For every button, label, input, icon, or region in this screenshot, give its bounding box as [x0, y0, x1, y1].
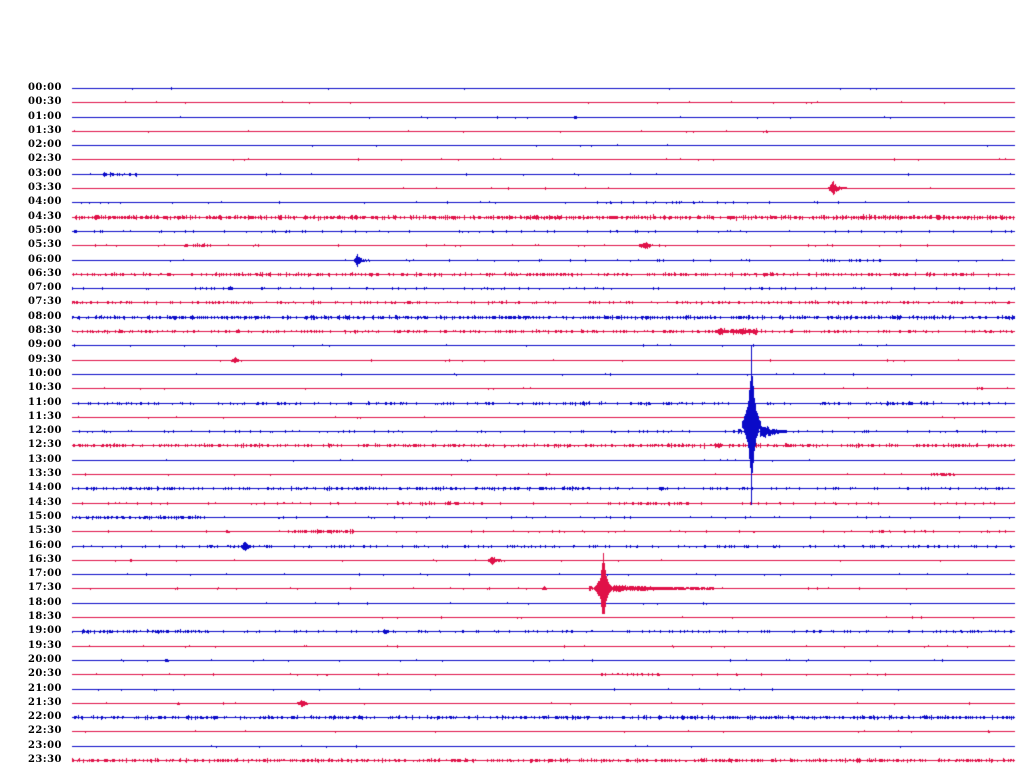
time-label-02:00: 02:00 [27, 139, 62, 151]
time-label-05:00: 05:00 [27, 224, 62, 236]
time-label-06:30: 06:30 [27, 267, 62, 279]
time-label-03:30: 03:30 [27, 182, 62, 194]
time-label-19:00: 19:00 [27, 625, 62, 637]
time-label-14:30: 14:30 [27, 496, 62, 508]
time-label-17:30: 17:30 [27, 582, 62, 594]
time-label-01:30: 01:30 [27, 124, 62, 136]
time-label-11:00: 11:00 [27, 396, 62, 408]
time-label-10:30: 10:30 [27, 382, 62, 394]
time-label-16:00: 16:00 [27, 539, 62, 551]
time-label-13:30: 13:30 [27, 468, 62, 480]
time-label-06:00: 06:00 [27, 253, 62, 265]
time-label-15:00: 15:00 [27, 510, 62, 522]
time-label-04:30: 04:30 [27, 210, 62, 222]
time-label-12:30: 12:30 [27, 439, 62, 451]
time-label-09:30: 09:30 [27, 353, 62, 365]
time-label-21:30: 21:30 [27, 696, 62, 708]
time-label-18:30: 18:30 [27, 611, 62, 623]
time-label-19:30: 19:30 [27, 639, 62, 651]
time-label-10:00: 10:00 [27, 367, 62, 379]
time-label-07:00: 07:00 [27, 282, 62, 294]
time-label-09:00: 09:00 [27, 339, 62, 351]
time-label-14:00: 14:00 [27, 482, 62, 494]
time-label-03:00: 03:00 [27, 167, 62, 179]
time-label-02:30: 02:30 [27, 153, 62, 165]
time-label-00:00: 00:00 [27, 82, 62, 93]
time-label-00:30: 00:30 [27, 96, 62, 108]
time-label-08:30: 08:30 [27, 325, 62, 337]
time-label-22:00: 22:00 [27, 711, 62, 723]
time-label-17:00: 17:00 [27, 568, 62, 580]
time-label-18:00: 18:00 [27, 596, 62, 608]
time-label-05:30: 05:30 [27, 239, 62, 251]
time-label-11:30: 11:30 [27, 410, 62, 422]
time-label-13:00: 13:00 [27, 453, 62, 465]
time-label-20:30: 20:30 [27, 668, 62, 680]
time-label-21:00: 21:00 [27, 682, 62, 694]
time-label-16:30: 16:30 [27, 553, 62, 565]
time-label-20:00: 20:00 [27, 653, 62, 665]
time-label-08:00: 08:00 [27, 310, 62, 322]
time-label-12:00: 12:00 [27, 425, 62, 437]
time-label-23:00: 23:00 [27, 739, 62, 751]
time-label-23:30: 23:30 [27, 754, 62, 765]
time-label-01:00: 01:00 [27, 110, 62, 122]
time-label-15:30: 15:30 [27, 525, 62, 537]
time-label-22:30: 22:30 [27, 725, 62, 737]
time-label-04:00: 04:00 [27, 196, 62, 208]
time-label-07:30: 07:30 [27, 296, 62, 308]
